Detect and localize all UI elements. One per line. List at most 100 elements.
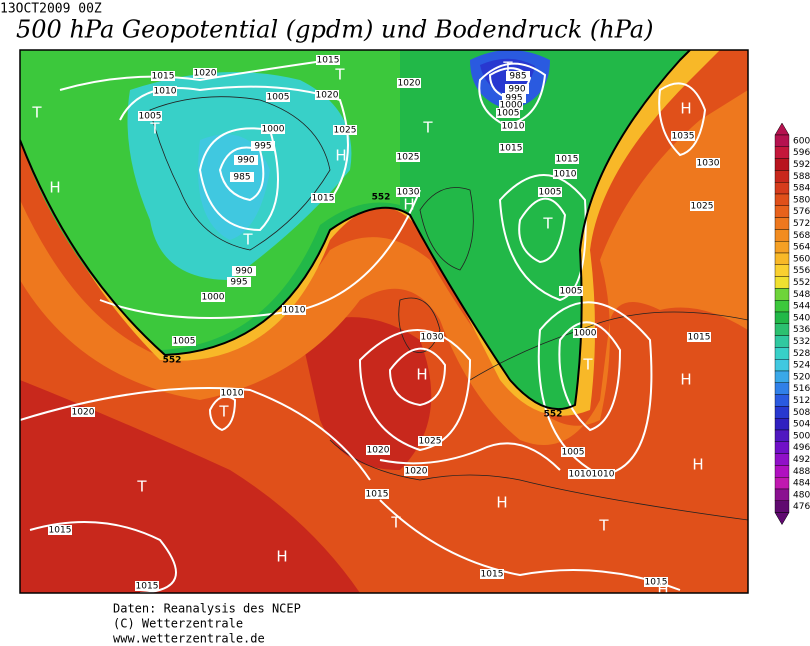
isobar-label: 1035	[672, 132, 695, 142]
pressure-center: H	[276, 548, 287, 566]
colorbar-label: 508	[793, 408, 810, 418]
isobar-label: 1030	[397, 188, 420, 198]
isobar-label: 1030	[421, 333, 444, 343]
label-bg	[499, 143, 523, 153]
label-bg	[172, 336, 196, 346]
isobar-label: 990	[235, 267, 252, 277]
pressure-center: H	[657, 581, 668, 599]
colorbar-swatch	[774, 359, 790, 372]
label-bg	[151, 71, 175, 81]
colorbar-swatch	[774, 217, 790, 230]
pressure-center: H	[335, 147, 346, 165]
pressure-center: H	[692, 456, 703, 474]
colorbar-swatch	[774, 347, 790, 360]
colorbar-label: 480	[793, 490, 810, 500]
isobar-label: 1015	[317, 56, 340, 66]
colorbar-label: 512	[793, 396, 810, 406]
colorbar-swatch	[774, 181, 790, 195]
colorbar-swatch	[774, 288, 790, 301]
isobar-label: 1015	[152, 72, 175, 82]
label-bg	[501, 121, 525, 131]
map-area: 1015 102010101005101510201005102510009959…	[19, 49, 749, 599]
label-bg	[234, 155, 258, 165]
isobar-label: 1005	[560, 287, 583, 297]
label-bg	[644, 577, 668, 587]
label-bg	[591, 469, 615, 479]
isobar-label: 1015	[136, 582, 159, 592]
label-bg	[671, 131, 695, 141]
isobar-label: 1020	[367, 446, 390, 456]
pressure-center: H	[49, 179, 60, 197]
label-bg	[505, 84, 529, 94]
isobar-label: 990	[237, 156, 254, 166]
label-bg	[282, 305, 306, 315]
colorbar-swatch	[774, 276, 790, 289]
isobar-label: 1005	[173, 337, 196, 347]
colorbar-label: 588	[793, 172, 810, 182]
label-bg	[261, 124, 285, 134]
isobar-label: 1010	[569, 470, 592, 480]
label-bg	[690, 201, 714, 211]
label-bg	[227, 277, 251, 287]
colorbar-label: 528	[793, 349, 810, 359]
label-bg	[568, 469, 592, 479]
colorbar-swatch	[774, 488, 790, 502]
colorbar-label: 500	[793, 431, 810, 441]
isobar-label: 1030	[697, 159, 720, 169]
isobar-label: 1015	[500, 144, 523, 154]
pressure-center: T	[218, 403, 229, 421]
colorbar-swatch	[774, 311, 790, 325]
label-bg	[251, 141, 275, 151]
colorbar-swatch	[774, 465, 790, 478]
colorbar-label: 556	[793, 266, 810, 276]
isobar-label: 1000	[574, 329, 597, 339]
colorbar-label: 548	[793, 290, 810, 300]
colorbar-swatch	[774, 370, 790, 384]
label-bg	[366, 445, 390, 455]
colorbar-label: 560	[793, 254, 810, 264]
isobar-label: 1025	[397, 153, 420, 163]
label-bg	[138, 111, 162, 121]
colorbar-swatch	[774, 252, 790, 266]
label-bg	[561, 447, 585, 457]
pressure-center: H	[680, 100, 691, 118]
colorbar-label: 600	[793, 136, 810, 146]
height-label: 552	[163, 356, 182, 366]
label-bg	[538, 187, 562, 197]
isobar-label: 1015	[49, 526, 72, 536]
colorbar-label: 568	[793, 231, 810, 241]
label-bg	[266, 92, 290, 102]
colorbar-swatch	[774, 335, 790, 348]
label-bg	[573, 328, 597, 338]
label-bg	[396, 187, 420, 197]
label-bg	[230, 172, 254, 182]
colorbar-swatch	[774, 229, 790, 242]
isobar-label: 990	[508, 85, 525, 95]
colorbar-label: 476	[793, 502, 810, 512]
pressure-center: H	[496, 494, 507, 512]
label-bg	[315, 90, 339, 100]
label-bg	[418, 436, 442, 446]
label-bg	[687, 332, 711, 342]
pressure-center: T	[390, 514, 401, 532]
isobar-label: 1010	[554, 170, 577, 180]
colorbar-swatch	[774, 240, 790, 254]
isobar-label: 1020	[72, 408, 95, 418]
label-bg	[365, 489, 389, 499]
label-bg	[71, 407, 95, 417]
isobar-label: 1005	[139, 112, 162, 122]
isobar-label: 985	[509, 72, 526, 82]
colorbar-swatch	[774, 394, 790, 407]
label-bg	[397, 78, 421, 88]
colorbar-label: 544	[793, 302, 810, 312]
isobar-label: 1025	[419, 437, 442, 447]
title: 500 hPa Geopotential (gpdm) und Bodendru…	[16, 16, 653, 44]
pressure-center: T	[598, 517, 609, 535]
label-bg	[506, 71, 530, 81]
colorbar-swatch	[774, 134, 790, 148]
colorbar-swatch	[774, 158, 790, 171]
label-bg	[201, 292, 225, 302]
colorbar-swatch	[774, 441, 790, 454]
colorbar-swatch	[774, 193, 790, 207]
